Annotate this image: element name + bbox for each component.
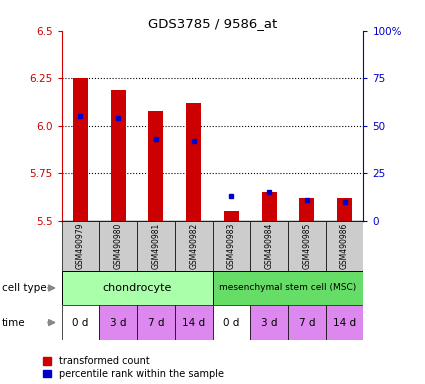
Bar xyxy=(261,192,277,221)
Bar xyxy=(337,198,352,221)
Bar xyxy=(62,221,99,271)
Text: GSM490980: GSM490980 xyxy=(114,223,123,269)
Bar xyxy=(299,198,314,221)
Bar xyxy=(224,211,239,221)
Text: 3 d: 3 d xyxy=(110,318,127,328)
Bar xyxy=(250,221,288,271)
Text: cell type: cell type xyxy=(2,283,47,293)
Text: 0 d: 0 d xyxy=(223,318,240,328)
Text: GSM490985: GSM490985 xyxy=(302,223,311,269)
Bar xyxy=(62,305,99,340)
Text: GSM490979: GSM490979 xyxy=(76,222,85,269)
Text: chondrocyte: chondrocyte xyxy=(102,283,172,293)
Bar xyxy=(212,221,250,271)
Bar xyxy=(212,271,363,305)
Text: GSM490984: GSM490984 xyxy=(265,223,274,269)
Text: 3 d: 3 d xyxy=(261,318,278,328)
Bar xyxy=(175,305,212,340)
Text: 7 d: 7 d xyxy=(298,318,315,328)
Bar xyxy=(326,305,363,340)
Bar xyxy=(73,78,88,221)
Bar xyxy=(99,221,137,271)
Bar xyxy=(137,221,175,271)
Bar xyxy=(99,305,137,340)
Bar xyxy=(288,221,326,271)
Title: GDS3785 / 9586_at: GDS3785 / 9586_at xyxy=(148,17,277,30)
Bar xyxy=(110,89,126,221)
Text: time: time xyxy=(2,318,26,328)
Bar xyxy=(250,305,288,340)
Text: GSM490981: GSM490981 xyxy=(151,223,160,269)
Bar xyxy=(62,271,212,305)
Bar xyxy=(288,305,326,340)
Text: 7 d: 7 d xyxy=(147,318,164,328)
Legend: transformed count, percentile rank within the sample: transformed count, percentile rank withi… xyxy=(43,356,224,379)
Bar xyxy=(326,221,363,271)
Text: GSM490982: GSM490982 xyxy=(189,223,198,269)
Bar xyxy=(137,305,175,340)
Text: 0 d: 0 d xyxy=(72,318,89,328)
Bar xyxy=(212,305,250,340)
Text: 14 d: 14 d xyxy=(333,318,356,328)
Text: 14 d: 14 d xyxy=(182,318,205,328)
Bar xyxy=(148,111,164,221)
Text: GSM490986: GSM490986 xyxy=(340,223,349,269)
Text: GSM490983: GSM490983 xyxy=(227,223,236,269)
Bar xyxy=(186,103,201,221)
Text: mesenchymal stem cell (MSC): mesenchymal stem cell (MSC) xyxy=(219,283,357,293)
Bar xyxy=(175,221,212,271)
